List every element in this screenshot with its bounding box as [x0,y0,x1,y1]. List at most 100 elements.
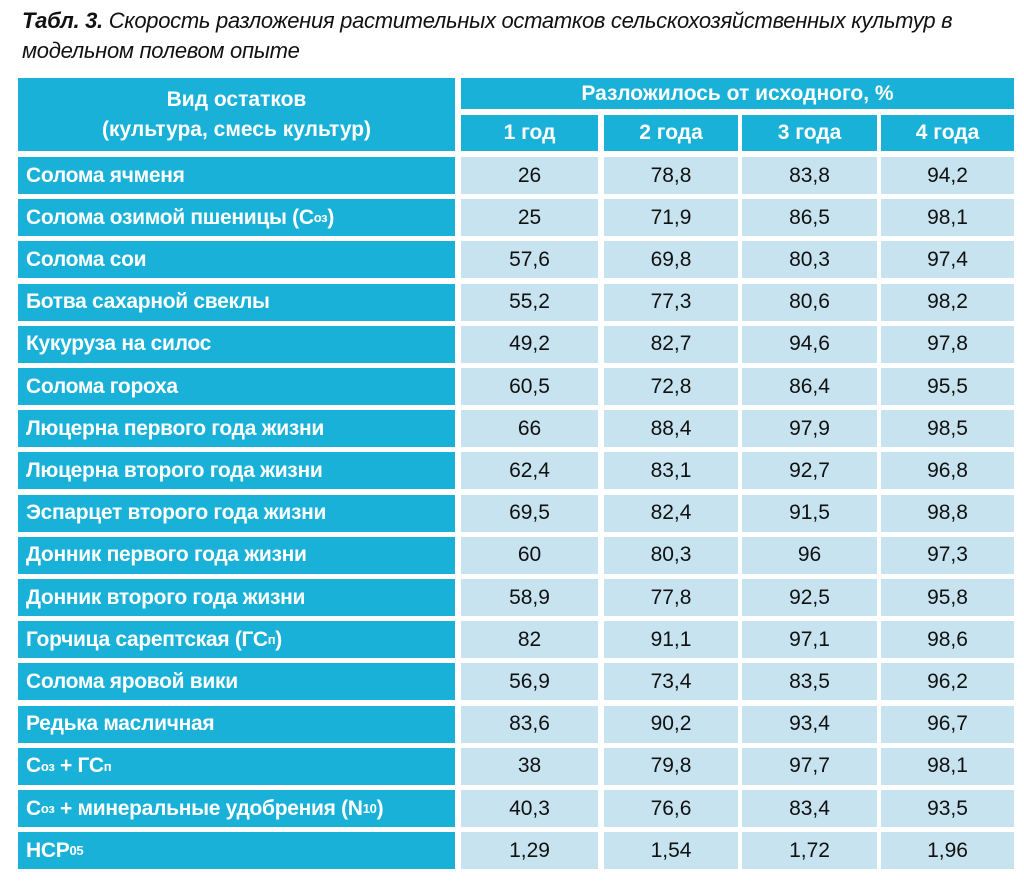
table-number: Табл. 3. [22,8,103,33]
row-name: НСР 05 [18,832,455,870]
value-cell: 55,2 [461,283,598,321]
value-cell: 25 [461,199,598,237]
value-cell: 82,4 [604,494,738,532]
value-cell: 98,2 [881,283,1014,321]
row-name-part: Ботва сахарной свеклы [26,290,270,314]
value-cell: 86,5 [742,199,877,237]
row-name-part: 10 [362,801,377,816]
value-cell: 88,4 [604,410,738,448]
value-cell: 79,8 [604,747,738,785]
value-cell: 86,4 [742,368,877,405]
row-name-part: Эспарцет второго года жизни [26,501,327,525]
value-cell: 40,3 [461,790,598,827]
value-cell: 1,96 [881,832,1014,870]
value-cell: 95,5 [881,368,1014,405]
row-name-part: п [267,632,276,648]
value-cell: 94,6 [742,325,877,363]
value-cell: 71,9 [604,199,738,237]
value-cell: 58,9 [461,579,598,616]
header-year-4: 4 года [881,115,1014,151]
row-name-part: оз [40,758,55,774]
row-name: Солома яровой вики [18,663,455,701]
row-name-part: + минеральные удобрения (N [54,796,363,820]
value-cell: 1,29 [461,832,598,870]
header-year-1: 1 год [461,115,598,151]
row-name: Люцерна первого года жизни [18,410,455,448]
row-name-part: Солома яровой вики [26,669,238,693]
row-name-part: НСР [26,838,70,862]
value-cell: 98,8 [881,494,1014,532]
value-cell: 56,9 [461,663,598,701]
header-line2: (культура, смесь культур) [101,117,372,141]
row-name-part: Солома озимой пшеницы (С [26,205,314,229]
table-title: Скорость разложения растительных остатко… [22,8,953,63]
value-cell: 83,8 [742,157,877,194]
value-cell: 98,1 [881,199,1014,237]
value-cell: 78,8 [604,157,738,194]
value-cell: 38 [461,747,598,785]
value-cell: 1,54 [604,832,738,870]
value-cell: 60 [461,536,598,574]
row-name-part: ) [275,627,282,651]
row-name-part: ) [376,796,384,820]
row-name-part: Горчица сарептская (ГС [26,627,268,651]
value-cell: 95,8 [881,579,1014,616]
row-name-part: Люцерна второго года жизни [26,458,323,482]
value-cell: 98,6 [881,621,1014,659]
row-name: Редька масличная [18,705,455,743]
value-cell: 97,7 [742,747,877,785]
header-line1: Вид остатков [166,87,307,111]
row-name: Ботва сахарной свеклы [18,283,455,321]
row-name-part: Донник первого года жизни [26,543,307,567]
value-cell: 57,6 [461,241,598,279]
value-cell: 97,8 [881,325,1014,363]
value-cell: 77,3 [604,283,738,321]
row-name-part: Редька масличная [26,712,215,736]
header-residue-type: Вид остатков (культура, смесь культур) [18,78,455,151]
value-cell: 62,4 [461,452,598,490]
row-name-part: Кукуруза на силос [26,332,212,356]
row-name: Солома озимой пшеницы (С оз) [18,199,455,237]
value-cell: 26 [461,157,598,194]
value-cell: 98,5 [881,410,1014,448]
row-name-part: + ГС [54,754,104,778]
header-year-2: 2 года [604,115,738,151]
value-cell: 77,8 [604,579,738,616]
value-cell: 83,6 [461,705,598,743]
row-name-part: 05 [69,843,84,859]
value-cell: 94,2 [881,157,1014,194]
row-name-part: Солома гороха [26,374,178,398]
row-name: Люцерна второго года жизни [18,452,455,490]
value-cell: 80,3 [604,536,738,574]
row-name: Горчица сарептская (ГС п) [18,621,455,659]
row-name: Донник первого года жизни [18,536,455,574]
value-cell: 97,1 [742,621,877,659]
value-cell: 97,4 [881,241,1014,279]
value-cell: 93,5 [881,790,1014,827]
row-name: Солома сои [18,241,455,279]
value-cell: 80,6 [742,283,877,321]
value-cell: 96,8 [881,452,1014,490]
value-cell: 83,4 [742,790,877,827]
value-cell: 92,5 [742,579,877,616]
value-cell: 80,3 [742,241,877,279]
value-cell: 96 [742,536,877,574]
table-caption: Табл. 3. Скорость разложения растительны… [22,6,1012,66]
value-cell: 82 [461,621,598,659]
row-name-part: оз [313,210,328,226]
row-name-part: ) [327,205,335,229]
value-cell: 93,4 [742,705,877,743]
value-cell: 66 [461,410,598,448]
header-year-3: 3 года [742,115,877,151]
value-cell: 92,7 [742,452,877,490]
row-name: Эспарцет второго года жизни [18,494,455,532]
row-name: Солома гороха [18,368,455,405]
value-cell: 72,8 [604,368,738,405]
value-cell: 69,8 [604,241,738,279]
row-name-part: Солома ячменя [26,163,185,187]
value-cell: 90,2 [604,705,738,743]
header-group: Разложилось от исходного, % [461,78,1014,109]
row-name-part: п [103,758,112,774]
value-cell: 98,1 [881,747,1014,785]
